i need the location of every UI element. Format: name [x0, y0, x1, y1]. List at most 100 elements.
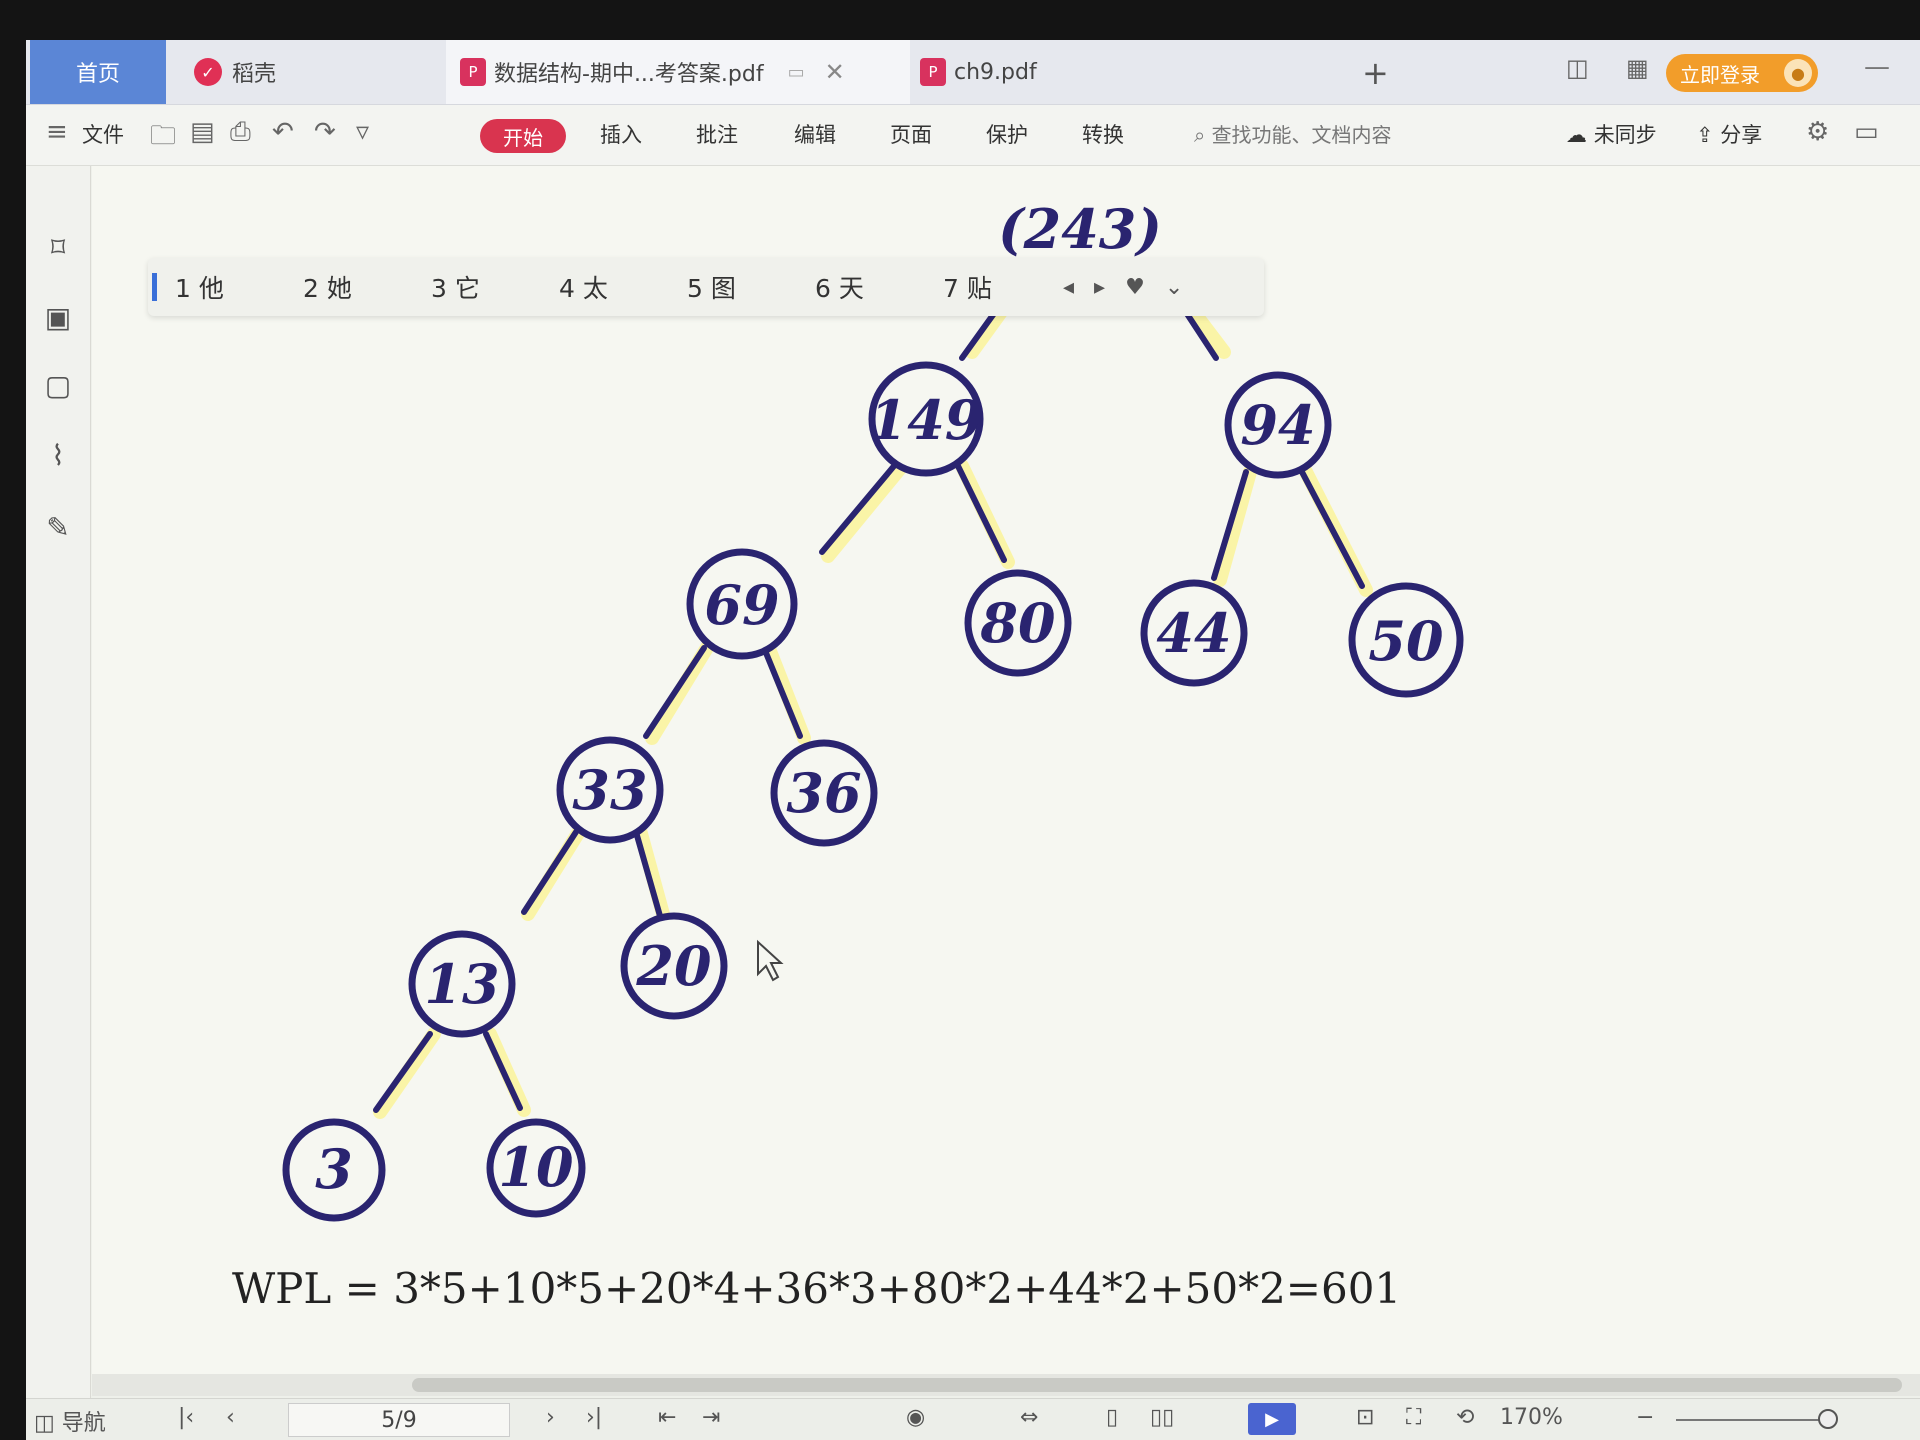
- comment-icon[interactable]: ▭: [1854, 117, 1879, 147]
- navigation-toggle[interactable]: ◫ 导航: [34, 1405, 106, 1437]
- tree-edges: [373, 291, 1365, 1113]
- signature-icon[interactable]: ✎: [46, 511, 70, 544]
- thumbnail-icon[interactable]: ▣: [44, 301, 72, 334]
- nav-item-7[interactable]: 7 贴: [943, 274, 992, 303]
- hamburger-menu-icon[interactable]: ≡: [46, 117, 68, 147]
- open-folder-icon[interactable]: 🗀: [150, 121, 177, 151]
- nav-item-6[interactable]: 6 天: [815, 274, 864, 303]
- node-3-circle: [282, 1118, 386, 1222]
- tab-home[interactable]: 首页: [30, 40, 166, 104]
- fit-page-icon[interactable]: ⛶: [1406, 1405, 1422, 1430]
- tab-page[interactable]: 页面: [890, 123, 932, 147]
- page-number-input[interactable]: 5/9: [288, 1403, 510, 1437]
- document-page: (243) 149 94 69 80 44 50 33 36 13 20 3 1…: [92, 166, 1920, 1374]
- tab-annotate[interactable]: 批注: [696, 123, 738, 147]
- settings-gear-icon[interactable]: ⚙: [1806, 117, 1830, 147]
- first-page-icon[interactable]: |‹: [178, 1405, 195, 1430]
- actual-size-icon[interactable]: ⊡: [1356, 1405, 1375, 1430]
- zoom-level[interactable]: 170%: [1500, 1405, 1563, 1430]
- node-50-circle: [1348, 582, 1464, 698]
- tab-start[interactable]: 开始: [480, 119, 566, 153]
- edge-13-3: [373, 1031, 433, 1113]
- two-page-icon[interactable]: ▯▯: [1150, 1405, 1175, 1430]
- annotation-icon[interactable]: ▢: [44, 369, 72, 402]
- layout-icon[interactable]: ◫: [1566, 54, 1589, 82]
- scrollbar-thumb[interactable]: [412, 1378, 1902, 1392]
- file-menu[interactable]: 文件: [82, 123, 124, 147]
- feature-search[interactable]: ⌕ 查找功能、文档内容: [1194, 119, 1392, 148]
- nav-item-3[interactable]: 3 它: [431, 274, 480, 303]
- tab-edit[interactable]: 编辑: [794, 123, 836, 147]
- bookmark-icon[interactable]: ⌑: [50, 231, 66, 264]
- status-bar: ◫ 导航 |‹ ‹ 5/9 › ›| ⇤ ⇥ ◉ ⇔ ▯ ▯▯ ▶ ⊡ ⛶ ⟲ …: [26, 1398, 1920, 1440]
- login-button[interactable]: 立即登录 ●: [1666, 54, 1818, 92]
- nav-next-icon[interactable]: ▸: [1094, 274, 1106, 300]
- nav-item-2[interactable]: 2 她: [303, 274, 352, 303]
- pdf-file-icon: P: [920, 58, 946, 86]
- share-button[interactable]: ⇪ 分享: [1696, 119, 1762, 149]
- new-tab-icon[interactable]: +: [1362, 54, 1389, 92]
- rotate-icon[interactable]: ⟲: [1456, 1405, 1475, 1430]
- tab-home-label: 首页: [75, 62, 120, 87]
- undo-icon[interactable]: ↶: [272, 117, 294, 147]
- favorite-icon[interactable]: ♥: [1125, 274, 1145, 300]
- forward-icon[interactable]: ⇥: [702, 1405, 721, 1430]
- zoom-slider[interactable]: [1676, 1419, 1836, 1421]
- fit-width-icon[interactable]: ⇔: [1020, 1405, 1039, 1430]
- play-slideshow-button[interactable]: ▶: [1248, 1403, 1296, 1435]
- wpl-formula: WPL = 3*5+10*5+20*4+36*3+80*2+44*2+50*2=…: [232, 1264, 1402, 1313]
- tab-insert[interactable]: 插入: [600, 123, 642, 147]
- nav-item-4[interactable]: 4 太: [559, 274, 608, 303]
- huffman-tree-diagram: (243) 149 94 69 80 44 50 33 36 13 20 3 1…: [282, 197, 1464, 1222]
- prev-page-icon[interactable]: ‹: [226, 1405, 235, 1430]
- back-icon[interactable]: ⇤: [658, 1405, 677, 1430]
- nav-item-1[interactable]: 1 他: [175, 274, 224, 303]
- tab-document-ch9[interactable]: P ch9.pdf: [906, 40, 1220, 104]
- chevron-down-icon[interactable]: ⌄: [1164, 274, 1184, 300]
- panel-icon: ◫: [34, 1411, 55, 1436]
- node-10-circle: [486, 1118, 586, 1218]
- last-page-icon[interactable]: ›|: [586, 1405, 603, 1430]
- close-icon[interactable]: ✕: [824, 58, 845, 86]
- node-50-label: 50: [1368, 609, 1443, 673]
- node-94-label: 94: [1240, 393, 1315, 457]
- share-button-label: 分享: [1720, 123, 1763, 147]
- ribbon-toolbar: ≡ 文件 🗀 ▤ ⎙ ↶ ↷ ▿ 开始 插入 批注 编辑 页面 保护 转换 ⌕ …: [26, 105, 1920, 166]
- tab-convert[interactable]: 转换: [1082, 123, 1124, 147]
- redo-icon[interactable]: ↷: [314, 117, 336, 147]
- node-69-label: 69: [704, 573, 779, 637]
- tab-document-exam[interactable]: P 数据结构-期中...考答案.pdf ▭ ✕: [446, 40, 910, 104]
- edge-149-69: [819, 463, 897, 555]
- eye-protection-icon[interactable]: ◉: [906, 1405, 926, 1430]
- nav-prev-icon[interactable]: ◂: [1063, 274, 1075, 300]
- quick-navigation-bar: 1 他 2 她 3 它 4 太 5 图 6 天 7 贴 ◂ ▸ ♥ ⌄: [148, 258, 1264, 316]
- node-149-circle: [868, 361, 984, 477]
- next-page-icon[interactable]: ›: [546, 1405, 555, 1430]
- edge-149-80: [955, 463, 1007, 563]
- share-icon: ⇪: [1696, 123, 1714, 147]
- minimize-icon[interactable]: —: [1864, 52, 1890, 82]
- cloud-icon: ☁: [1566, 123, 1587, 147]
- zoom-out-icon[interactable]: −: [1636, 1405, 1655, 1430]
- search-icon: ⌕: [1194, 123, 1206, 147]
- tab-start-label: 开始: [503, 125, 543, 150]
- nav-item-5[interactable]: 5 图: [687, 274, 736, 303]
- sync-status[interactable]: ☁ 未同步: [1566, 119, 1657, 149]
- feature-search-placeholder: 查找功能、文档内容: [1211, 123, 1392, 147]
- mouse-cursor-icon: [757, 939, 784, 982]
- single-page-icon[interactable]: ▯: [1106, 1405, 1119, 1430]
- pdf-file-icon: P: [460, 58, 486, 86]
- tab-bar: 首页 ✓ 稻壳 P 数据结构-期中...考答案.pdf ▭ ✕ P ch9.pd…: [26, 40, 1920, 105]
- tab-docer[interactable]: ✓ 稻壳: [182, 40, 444, 104]
- docer-logo-icon: ✓: [194, 58, 222, 86]
- save-icon[interactable]: ▤: [190, 117, 215, 147]
- node-69-circle: [686, 548, 798, 660]
- attachment-icon[interactable]: ⌇: [51, 439, 65, 472]
- chevron-down-icon[interactable]: ▿: [356, 117, 370, 147]
- window-mode-icon[interactable]: ▭: [787, 61, 805, 83]
- tab-protect[interactable]: 保护: [986, 123, 1028, 147]
- apps-grid-icon[interactable]: ▦: [1626, 54, 1649, 82]
- print-icon[interactable]: ⎙: [230, 117, 251, 147]
- zoom-slider-handle[interactable]: [1818, 1409, 1838, 1429]
- horizontal-scrollbar[interactable]: [92, 1374, 1920, 1396]
